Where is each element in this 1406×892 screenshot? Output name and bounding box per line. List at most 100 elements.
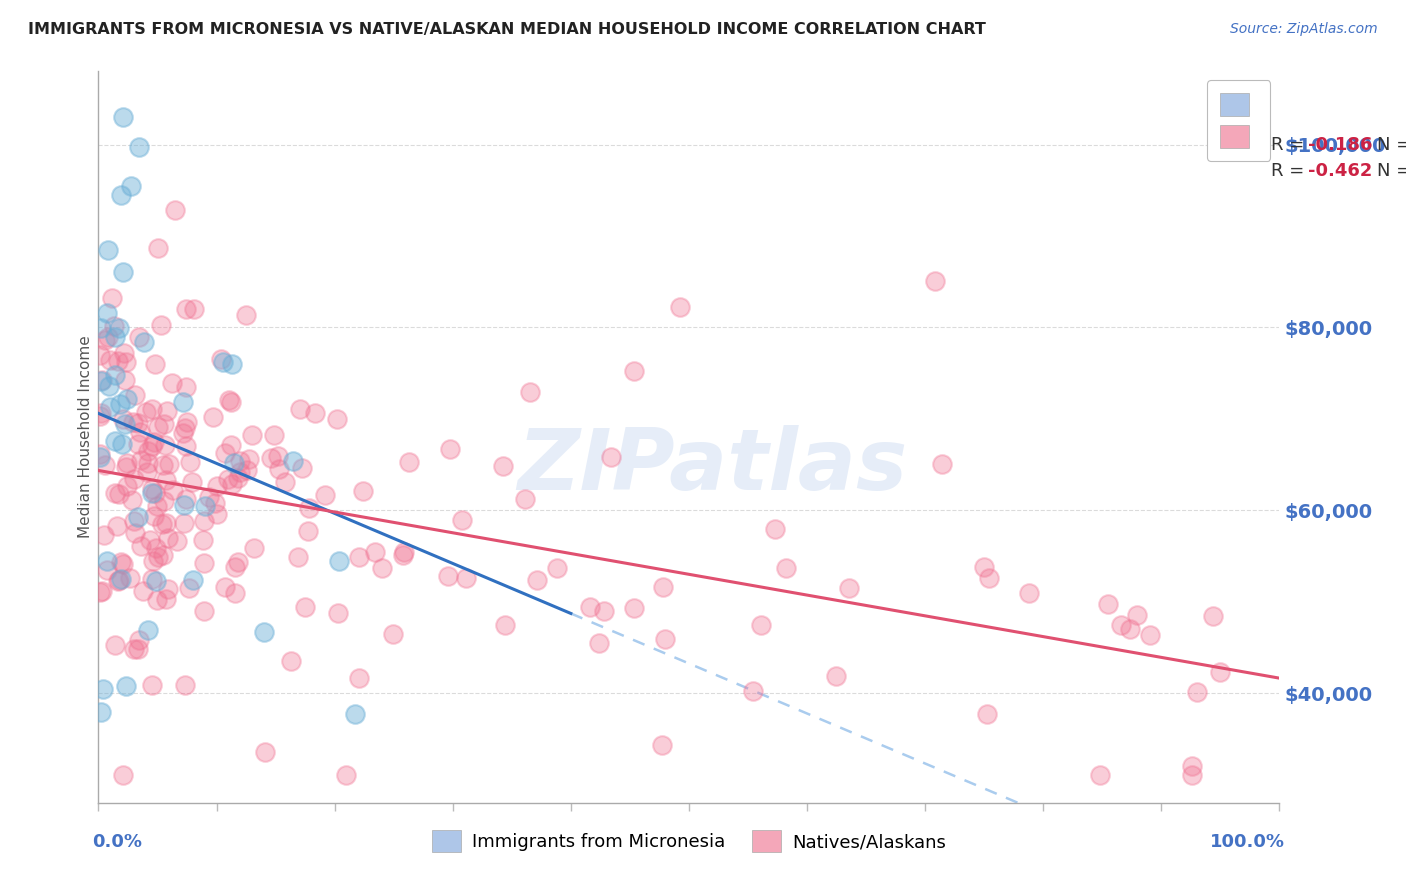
Point <box>347 549 370 564</box>
Point <box>131 584 153 599</box>
Point <box>651 738 673 752</box>
Point <box>141 678 163 692</box>
Point <box>364 544 387 558</box>
Point <box>224 586 246 600</box>
Point <box>89 349 111 363</box>
Point <box>115 460 138 475</box>
Point <box>146 240 169 254</box>
Text: IMMIGRANTS FROM MICRONESIA VS NATIVE/ALASKAN MEDIAN HOUSEHOLD INCOME CORRELATION: IMMIGRANTS FROM MICRONESIA VS NATIVE/ALA… <box>28 22 986 37</box>
Point <box>267 450 290 464</box>
Point <box>179 455 201 469</box>
Point <box>142 508 165 523</box>
Text: R =: R = <box>1271 136 1309 153</box>
Point <box>136 465 159 479</box>
Point <box>1187 685 1209 699</box>
Point <box>114 373 136 387</box>
Point <box>623 364 645 378</box>
Point <box>139 533 162 548</box>
Point <box>209 351 232 366</box>
Point <box>976 707 998 722</box>
Point <box>141 439 163 453</box>
Point <box>90 705 112 719</box>
Point <box>235 462 257 476</box>
Point <box>107 487 129 501</box>
Point <box>96 563 118 577</box>
Point <box>115 479 138 493</box>
Point <box>103 319 125 334</box>
Point <box>97 330 120 344</box>
Point <box>229 454 252 468</box>
Point <box>152 458 174 472</box>
Text: -0.462: -0.462 <box>1309 162 1372 180</box>
Point <box>98 353 121 368</box>
Point <box>127 436 149 450</box>
Point <box>155 516 177 531</box>
Point <box>108 396 131 410</box>
Point <box>100 291 122 305</box>
Point <box>96 305 118 319</box>
Point <box>115 392 138 407</box>
Point <box>148 550 170 565</box>
Point <box>143 486 166 500</box>
Point <box>122 415 145 429</box>
Point <box>494 618 516 632</box>
Point <box>108 321 131 335</box>
Point <box>127 642 149 657</box>
Point <box>122 472 145 486</box>
Text: Source: ZipAtlas.com: Source: ZipAtlas.com <box>1230 22 1378 37</box>
Point <box>221 357 243 371</box>
Point <box>166 534 188 549</box>
Point <box>526 574 548 588</box>
Point <box>127 510 149 524</box>
Point <box>281 454 304 468</box>
Point <box>174 302 197 317</box>
Point <box>1181 768 1204 782</box>
Point <box>174 678 197 692</box>
Point <box>94 458 117 472</box>
Point <box>1118 623 1140 637</box>
Point <box>112 265 135 279</box>
Point <box>173 498 195 512</box>
Point <box>328 554 350 568</box>
Point <box>344 706 367 721</box>
Point <box>129 452 152 467</box>
Point <box>763 522 786 536</box>
Point <box>1018 586 1040 600</box>
Point <box>110 572 132 586</box>
Point <box>145 574 167 588</box>
Point <box>304 406 326 420</box>
Point <box>128 330 150 344</box>
Point <box>221 476 243 491</box>
Point <box>89 448 111 462</box>
Text: N =: N = <box>1378 162 1406 180</box>
Point <box>651 580 673 594</box>
Text: N =: N = <box>1378 136 1406 153</box>
Point <box>152 548 174 562</box>
Point <box>110 188 132 202</box>
Point <box>93 527 115 541</box>
Point <box>128 139 150 153</box>
Point <box>104 434 127 449</box>
Point <box>371 561 394 575</box>
Legend: Immigrants from Micronesia, Natives/Alaskans: Immigrants from Micronesia, Natives/Alas… <box>425 823 953 860</box>
Point <box>122 641 145 656</box>
Point <box>183 301 205 316</box>
Point <box>111 437 134 451</box>
Point <box>243 541 266 555</box>
Y-axis label: Median Household Income: Median Household Income <box>77 335 93 539</box>
Point <box>392 545 415 559</box>
Point <box>156 531 179 545</box>
Point <box>156 404 179 418</box>
Point <box>219 394 242 409</box>
Text: R =: R = <box>1271 162 1309 180</box>
Point <box>352 484 374 499</box>
Point <box>141 572 163 586</box>
Point <box>291 461 314 475</box>
Point <box>114 679 136 693</box>
Point <box>242 428 264 442</box>
Point <box>132 335 155 350</box>
Point <box>103 330 125 344</box>
Point <box>1088 768 1111 782</box>
Point <box>288 401 311 416</box>
Point <box>104 368 127 383</box>
